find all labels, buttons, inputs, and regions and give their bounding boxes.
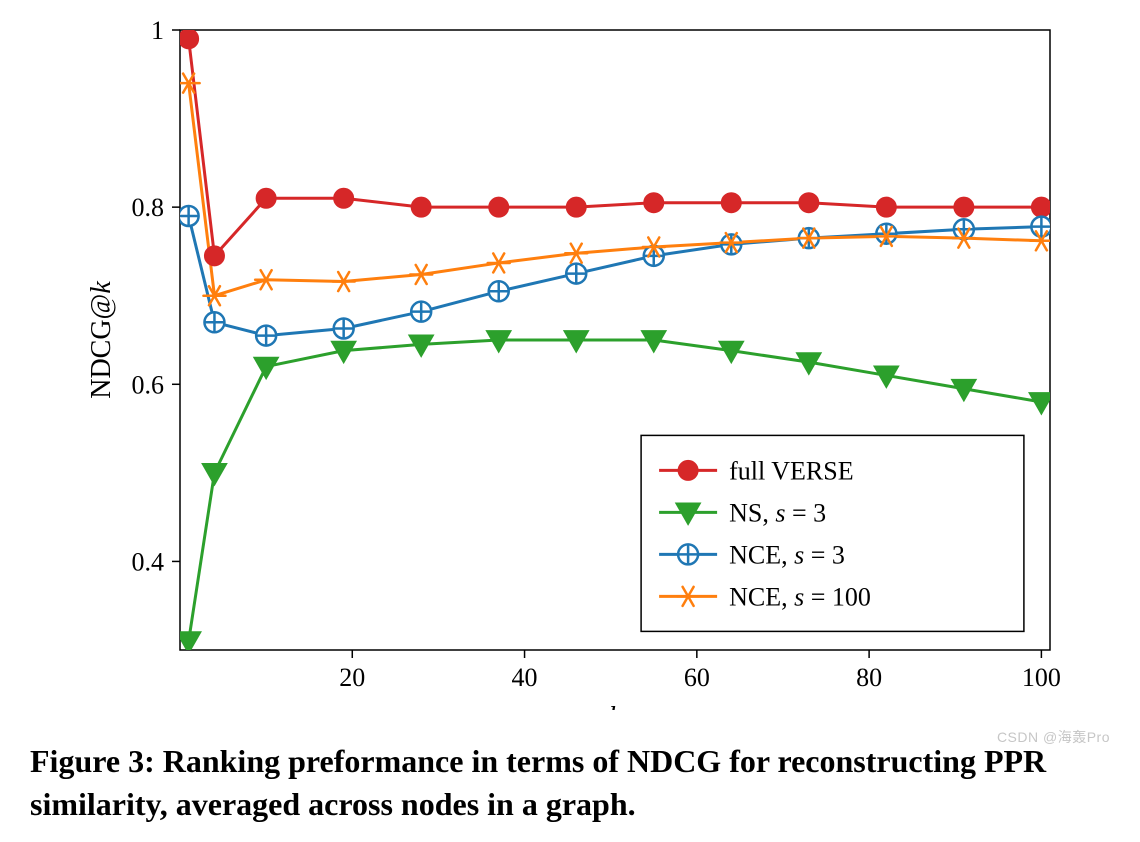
svg-text:NCE, s = 100: NCE, s = 100 bbox=[729, 583, 871, 612]
svg-text:k: k bbox=[609, 702, 622, 710]
svg-text:80: 80 bbox=[856, 663, 882, 692]
line-chart: 20 40 60 80 100 0.4 0.6 0.8 1 k NDCG@k full VERSE NS… bbox=[50, 10, 1090, 710]
svg-text:0.6: 0.6 bbox=[132, 370, 165, 399]
svg-text:0.4: 0.4 bbox=[132, 548, 165, 577]
svg-text:20: 20 bbox=[339, 663, 365, 692]
svg-text:100: 100 bbox=[1022, 663, 1061, 692]
svg-text:NDCG@k: NDCG@k bbox=[86, 281, 117, 399]
svg-text:full VERSE: full VERSE bbox=[729, 457, 853, 486]
svg-text:1: 1 bbox=[151, 16, 164, 45]
svg-text:NS, s = 3: NS, s = 3 bbox=[729, 499, 826, 528]
figure-caption: Figure 3: Ranking preformance in terms o… bbox=[30, 740, 1110, 826]
svg-text:60: 60 bbox=[684, 663, 710, 692]
page: 20 40 60 80 100 0.4 0.6 0.8 1 k NDCG@k full VERSE NS… bbox=[0, 0, 1140, 842]
svg-text:0.8: 0.8 bbox=[132, 193, 165, 222]
watermark-text: CSDN @海轰Pro bbox=[997, 727, 1110, 747]
svg-text:40: 40 bbox=[512, 663, 538, 692]
svg-text:NCE, s = 3: NCE, s = 3 bbox=[729, 541, 845, 570]
chart-container: 20 40 60 80 100 0.4 0.6 0.8 1 k NDCG@k full VERSE NS… bbox=[50, 10, 1090, 710]
